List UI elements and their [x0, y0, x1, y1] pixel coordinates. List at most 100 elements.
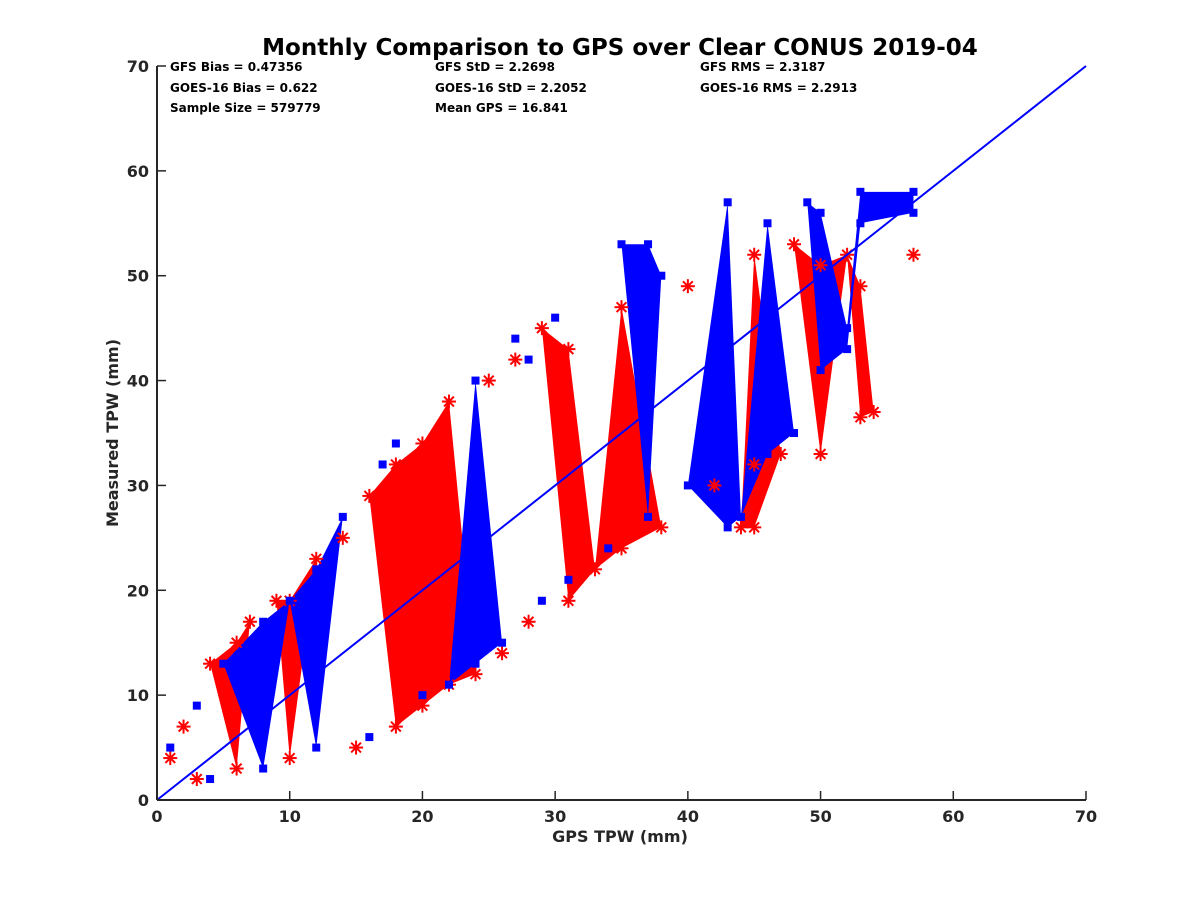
- goes-point: [843, 324, 852, 333]
- goes-point: [617, 240, 626, 249]
- goes-point: [498, 638, 507, 647]
- gfs-point: [733, 520, 748, 535]
- gfs-point: [587, 562, 602, 577]
- gfs-point: [362, 488, 377, 503]
- y-axis-label: Measured TPW (mm): [103, 339, 122, 527]
- gfs-point: [521, 614, 536, 629]
- gfs-point: [813, 258, 828, 273]
- stat-gfs-rms: GFS RMS = 2.3187: [700, 60, 825, 74]
- gfs-point: [388, 457, 403, 472]
- gfs-point: [203, 656, 218, 671]
- x-tick-label: 20: [411, 807, 433, 826]
- gfs-point: [229, 635, 244, 650]
- x-tick-label: 0: [151, 807, 162, 826]
- axes: [156, 66, 1086, 801]
- goes-point: [259, 617, 268, 626]
- gfs-point: [415, 698, 430, 713]
- stat-goes-std: GOES-16 StD = 2.2052: [435, 81, 587, 95]
- gfs-point: [813, 446, 828, 461]
- gfs-point: [189, 772, 204, 787]
- gfs-point: [309, 551, 324, 566]
- goes-point: [564, 575, 573, 584]
- goes-point: [683, 481, 692, 490]
- goes-point: [657, 271, 666, 280]
- gfs-point: [415, 436, 430, 451]
- goes-point: [418, 691, 427, 700]
- gfs-point: [481, 373, 496, 388]
- gfs-point: [773, 446, 788, 461]
- goes-point: [551, 313, 560, 322]
- gfs-point: [561, 593, 576, 608]
- gfs-point: [747, 247, 762, 262]
- goes-point: [259, 764, 268, 773]
- gfs-point: [654, 520, 669, 535]
- goes-point: [909, 208, 918, 217]
- y-tick-label: 20: [127, 581, 149, 600]
- gfs-point: [853, 410, 868, 425]
- gfs-point: [853, 279, 868, 294]
- goes-point: [856, 219, 865, 228]
- x-tick-label: 60: [942, 807, 964, 826]
- goes-point: [192, 701, 201, 710]
- goes-point: [511, 334, 520, 343]
- gfs-point: [495, 646, 510, 661]
- gfs-point: [747, 520, 762, 535]
- data-cloud: [170, 191, 914, 780]
- goes-point: [524, 355, 533, 364]
- gfs-point: [176, 719, 191, 734]
- x-tick-label: 50: [809, 807, 831, 826]
- x-ticks: 0 10 20 30 40 50 60 70: [151, 791, 1097, 826]
- gfs-point: [680, 279, 695, 294]
- gfs-point: [163, 751, 178, 766]
- goes-point: [219, 659, 228, 668]
- x-tick-label: 40: [677, 807, 699, 826]
- gfs-point: [561, 342, 576, 357]
- goes-point: [391, 439, 400, 448]
- chart-title: Monthly Comparison to GPS over Clear CON…: [262, 35, 978, 61]
- goes-point: [471, 376, 480, 385]
- y-tick-label: 0: [138, 791, 149, 810]
- stat-sample-size: Sample Size = 579779: [170, 101, 321, 115]
- y-tick-label: 70: [127, 57, 149, 76]
- goes-point: [723, 198, 732, 207]
- x-tick-label: 30: [544, 807, 566, 826]
- goes-point: [444, 680, 453, 689]
- stats-panel: GFS Bias = 0.47356 GOES-16 Bias = 0.622 …: [170, 60, 857, 115]
- goes-point: [537, 596, 546, 605]
- gfs-point: [388, 719, 403, 734]
- goes-point: [644, 240, 653, 249]
- gfs-point: [614, 300, 629, 315]
- stat-gfs-std: GFS StD = 2.2698: [435, 60, 555, 74]
- goes-point: [206, 775, 215, 784]
- goes-point: [763, 449, 772, 458]
- y-tick-label: 30: [127, 476, 149, 495]
- goes-point: [644, 512, 653, 521]
- gfs-points: [163, 237, 921, 787]
- gfs-point: [282, 751, 297, 766]
- gfs-point: [534, 321, 549, 336]
- goes-point: [365, 733, 374, 742]
- goes-points: [166, 187, 918, 784]
- goes-point: [471, 659, 480, 668]
- gfs-point: [441, 394, 456, 409]
- goes-point: [816, 208, 825, 217]
- gfs-point: [349, 740, 364, 755]
- x-tick-label: 70: [1075, 807, 1097, 826]
- goes-point: [843, 345, 852, 354]
- y-tick-label: 50: [127, 267, 149, 286]
- gfs-point: [707, 478, 722, 493]
- gfs-point: [335, 530, 350, 545]
- gfs-point: [229, 761, 244, 776]
- goes-point: [312, 743, 321, 752]
- goes-point: [378, 460, 387, 469]
- goes-point: [736, 512, 745, 521]
- y-ticks: 0 10 20 30 40 50 60 70: [127, 57, 166, 810]
- y-tick-label: 60: [127, 162, 149, 181]
- y-tick-label: 40: [127, 372, 149, 391]
- goes-point: [909, 187, 918, 196]
- goes-point: [816, 366, 825, 375]
- x-tick-label: 10: [279, 807, 301, 826]
- stat-goes-bias: GOES-16 Bias = 0.622: [170, 81, 318, 95]
- gfs-point: [269, 593, 284, 608]
